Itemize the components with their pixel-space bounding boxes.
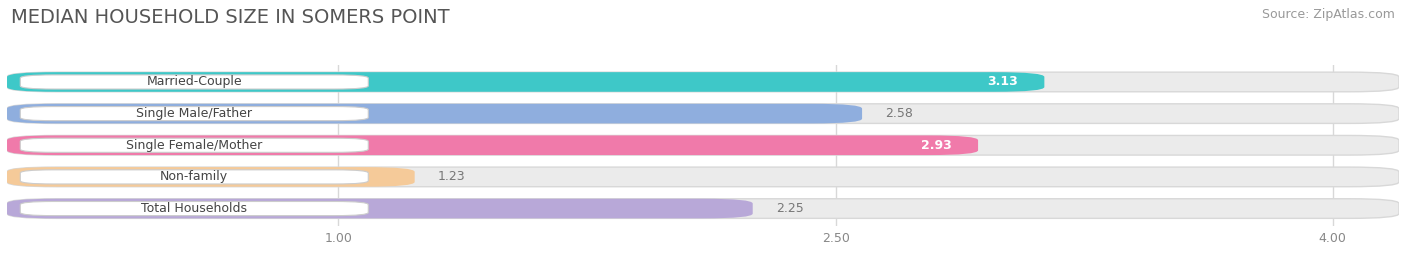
FancyBboxPatch shape <box>20 138 368 152</box>
Text: Single Female/Mother: Single Female/Mother <box>127 139 263 152</box>
FancyBboxPatch shape <box>20 107 368 121</box>
FancyBboxPatch shape <box>7 199 1399 218</box>
FancyBboxPatch shape <box>20 201 368 216</box>
FancyBboxPatch shape <box>7 167 415 187</box>
Text: MEDIAN HOUSEHOLD SIZE IN SOMERS POINT: MEDIAN HOUSEHOLD SIZE IN SOMERS POINT <box>11 8 450 27</box>
Text: Single Male/Father: Single Male/Father <box>136 107 252 120</box>
FancyBboxPatch shape <box>7 104 862 123</box>
Text: Source: ZipAtlas.com: Source: ZipAtlas.com <box>1261 8 1395 21</box>
FancyBboxPatch shape <box>7 72 1399 92</box>
FancyBboxPatch shape <box>7 136 979 155</box>
FancyBboxPatch shape <box>7 167 1399 187</box>
Text: 2.58: 2.58 <box>886 107 912 120</box>
FancyBboxPatch shape <box>7 136 1399 155</box>
Text: 3.13: 3.13 <box>987 76 1018 89</box>
Text: Married-Couple: Married-Couple <box>146 76 242 89</box>
FancyBboxPatch shape <box>7 72 1045 92</box>
Text: Total Households: Total Households <box>141 202 247 215</box>
FancyBboxPatch shape <box>20 170 368 184</box>
Text: Non-family: Non-family <box>160 170 228 183</box>
Text: 2.25: 2.25 <box>776 202 804 215</box>
Text: 2.93: 2.93 <box>921 139 952 152</box>
Text: 1.23: 1.23 <box>437 170 465 183</box>
FancyBboxPatch shape <box>20 75 368 89</box>
FancyBboxPatch shape <box>7 199 752 218</box>
FancyBboxPatch shape <box>7 104 1399 123</box>
